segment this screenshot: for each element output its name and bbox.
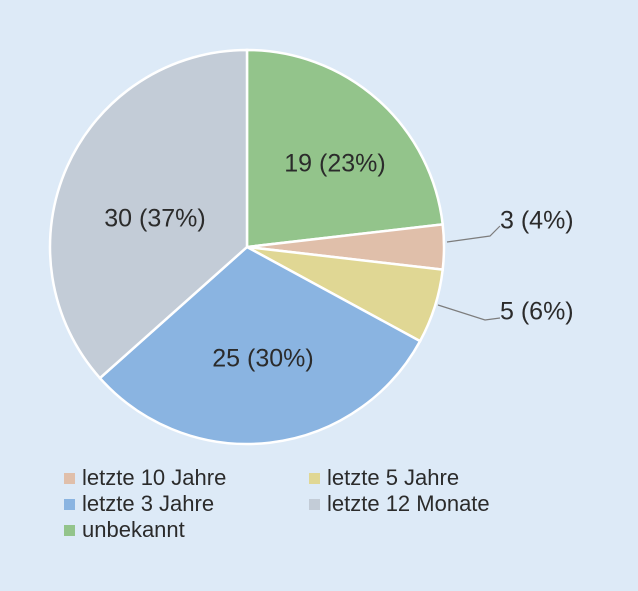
legend-label: letzte 3 Jahre (82, 491, 215, 516)
legend-swatch (309, 472, 320, 484)
legend-swatch (64, 472, 75, 484)
data-label: 5 (6%) (500, 298, 574, 326)
pie-slice-letzte-12-monate (48, 48, 249, 380)
pie-slice-letzte-3-jahre (98, 245, 422, 446)
legend-swatch (309, 498, 320, 510)
pie-slice-unbekannt (245, 48, 445, 249)
legend-item-letzte-10-jahre: letzte 10 Jahre (64, 466, 226, 490)
legend-label: letzte 10 Jahre (82, 465, 227, 490)
legend-item-letzte-3-jahre: letzte 3 Jahre (64, 492, 214, 516)
pie-chart: 19 (23%) 3 (4%) 5 (6%) 25 (30%) 30 (37%) (48, 48, 574, 446)
data-label: 25 (30%) (212, 345, 313, 373)
data-label: 3 (4%) (500, 207, 574, 235)
legend-swatch (64, 524, 75, 536)
legend-item-letzte-12-monate: letzte 12 Monate (309, 492, 490, 516)
leader-line (437, 304, 501, 321)
legend-label: unbekannt (82, 517, 185, 542)
leader-line (446, 225, 501, 243)
legend-item-letzte-5-jahre: letzte 5 Jahre (309, 466, 459, 490)
legend-label: letzte 12 Monate (327, 491, 490, 516)
legend-swatch (64, 498, 75, 510)
data-label: 19 (23%) (284, 150, 385, 178)
legend-item-unbekannt: unbekannt (64, 518, 185, 542)
data-label: 30 (37%) (104, 205, 205, 233)
legend-label: letzte 5 Jahre (327, 465, 460, 490)
